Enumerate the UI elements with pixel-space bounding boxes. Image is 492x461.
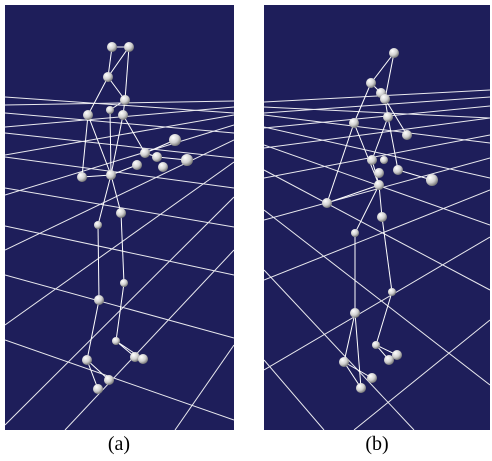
- skeleton-markers: [322, 48, 438, 393]
- skeleton-bones: [81, 46, 188, 390]
- figure-panel-a: [5, 5, 234, 430]
- skeleton-render-a: [5, 42, 234, 430]
- caption-b: (b): [365, 433, 389, 455]
- figure-panel-b: [264, 5, 490, 430]
- caption-a: (a): [107, 433, 131, 455]
- ground-grid: [264, 89, 490, 430]
- skeleton-markers: [77, 42, 193, 394]
- ground-grid: [5, 96, 234, 430]
- skeleton-render-b: [264, 48, 490, 430]
